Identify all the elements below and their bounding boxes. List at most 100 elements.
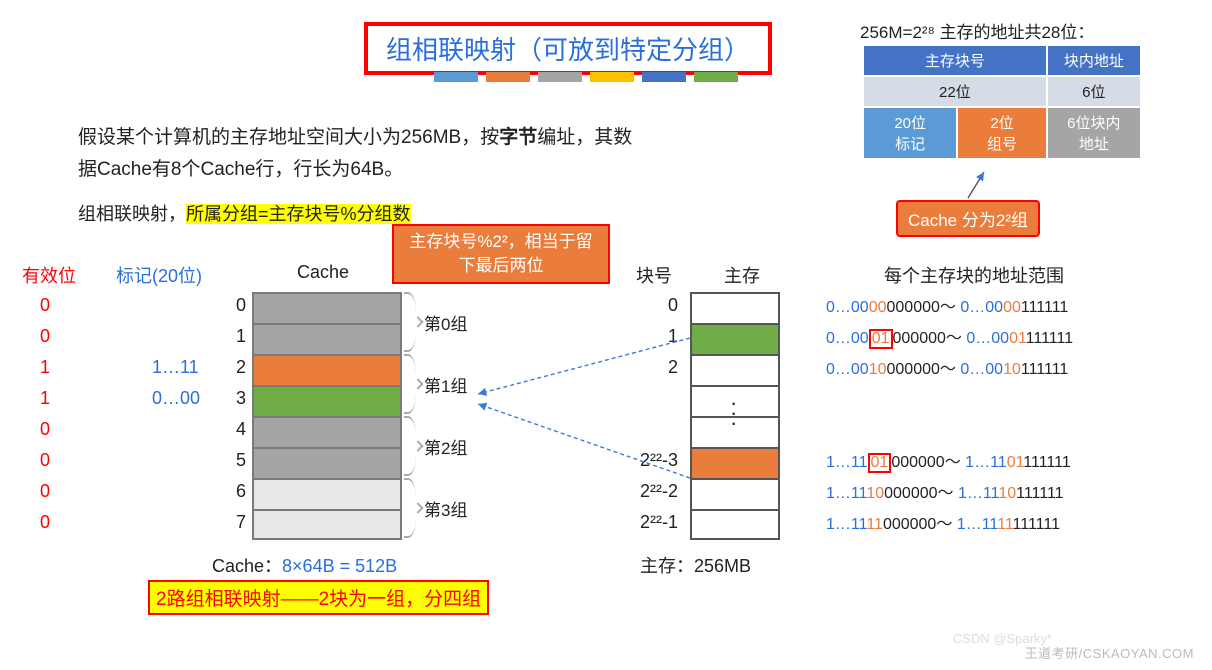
hdr-block: 主存块号: [863, 45, 1047, 76]
tag-col-cell: [152, 445, 200, 476]
tag-col-cell: [152, 507, 200, 538]
cache-cell: [252, 447, 402, 478]
hdr-offset: 块内地址: [1047, 45, 1141, 76]
cell-offset: 6位块内 地址: [1047, 107, 1141, 159]
addr-ranges-bottom: 1…1101000000～ 1…11011111111…1110000000～ …: [826, 447, 1071, 540]
brace: [404, 354, 416, 414]
idx-col-cell: 4: [228, 414, 246, 445]
address-table: 主存块号块内地址 22位6位 20位 标记 2位 组号 6位块内 地址: [862, 44, 1142, 160]
cache-size: Cache：8×64B = 512B: [212, 552, 397, 578]
mem-cell: [690, 509, 780, 540]
cache-cell: [252, 292, 402, 323]
valid-col-cell: 1: [40, 383, 50, 414]
valid-col-cell: 0: [40, 290, 50, 321]
problem-text: 假设某个计算机的主存地址空间大小为256MB，按字节编址，其数据Cache有8个…: [78, 122, 638, 187]
idx-col-cell: 1: [228, 321, 246, 352]
cs-v: 8×64B = 512B: [282, 556, 397, 576]
top-info: 256M=2²⁸ 主存的地址共28位：: [860, 18, 1094, 43]
addr-line: 1…1111000000～ 1…1111111111: [826, 509, 1071, 540]
formula-line: 组相联映射，所属分组=主存块号%分组数: [78, 200, 411, 226]
valid-col-cell: 0: [40, 445, 50, 476]
hdr-range: 每个主存块的地址范围: [884, 262, 1064, 288]
row-22: 22位: [863, 76, 1047, 107]
footer: 王道考研/CSKAOYAN.COM: [1025, 643, 1194, 662]
idx-col-cell: 2: [228, 352, 246, 383]
valid-col: 00110000: [40, 290, 50, 538]
idx-col-cell: 7: [228, 507, 246, 538]
memlbl-col-cell: 1: [622, 321, 678, 352]
valid-col-cell: 0: [40, 414, 50, 445]
p-bold: 字节: [499, 127, 537, 148]
row-6: 6位: [1047, 76, 1141, 107]
addr-ranges-top: 0…0000000000～ 0…00001111110…0001000000～ …: [826, 292, 1073, 385]
memlbl-col-cell: 2²²-1: [622, 507, 678, 538]
valid-col-cell: 0: [40, 507, 50, 538]
hdr-valid: 有效位: [22, 262, 76, 288]
idx-col-cell: 5: [228, 445, 246, 476]
strip-seg: [590, 72, 634, 82]
hdr-cache: Cache: [297, 262, 349, 283]
memlbl-col-cell: 2²²-3: [622, 445, 678, 476]
cache-cell: [252, 385, 402, 416]
mem-cell: [690, 447, 780, 478]
hdr-blk: 块号: [636, 262, 672, 288]
mem-cell: [690, 292, 780, 323]
title-box: 组相联映射（可放到特定分组）: [364, 22, 772, 75]
group-label: 第2组: [424, 434, 467, 459]
f-pre: 组相联映射，: [78, 204, 186, 224]
group-label: 第1组: [424, 372, 467, 397]
cache-cell: [252, 416, 402, 447]
addr-line: 1…1110000000～ 1…1110111111: [826, 478, 1071, 509]
cache-groups-tag: Cache 分为2²组: [896, 200, 1040, 237]
valid-col-cell: 0: [40, 321, 50, 352]
mem-cell: [690, 323, 780, 354]
mem-cell: [690, 478, 780, 509]
memlbl-col-cell: [622, 414, 678, 445]
cache-col: [252, 292, 402, 540]
strip-seg: [538, 72, 582, 82]
idx-col-cell: 3: [228, 383, 246, 414]
cache-cell: [252, 478, 402, 509]
addr-line: 0…0001000000～ 0…0001111111: [826, 323, 1073, 354]
addr-line: 0…0000000000～ 0…0000111111: [826, 292, 1073, 323]
addr-line: 1…1101000000～ 1…1101111111: [826, 447, 1071, 478]
f-hl: 所属分组=主存块号%分组数: [186, 204, 411, 224]
memlbl-col-cell: [622, 383, 678, 414]
idx-col-cell: 0: [228, 290, 246, 321]
idx-col: 01234567: [228, 290, 246, 538]
bottom-hl: 2路组相联映射——2块为一组，分四组: [148, 580, 489, 615]
idx-col-cell: 6: [228, 476, 246, 507]
cs-l: Cache：: [212, 556, 282, 576]
tag-col-cell: [152, 290, 200, 321]
cell-tag: 20位 标记: [863, 107, 957, 159]
memlbl-col-cell: 0: [622, 290, 678, 321]
tag-col-cell: [152, 414, 200, 445]
hdr-tag: 标记(20位): [116, 262, 202, 288]
group-label: 第0组: [424, 310, 467, 335]
memlbl-col-cell: 2²²-2: [622, 476, 678, 507]
tag-col-cell: 0…00: [152, 383, 200, 414]
brace: [404, 292, 416, 352]
tag-col-cell: [152, 321, 200, 352]
note-box: 主存块号%2²，相当于留下最后两位: [392, 224, 610, 284]
cell-group: 2位 组号: [957, 107, 1046, 159]
valid-col-cell: 1: [40, 352, 50, 383]
strip-seg: [694, 72, 738, 82]
p1: 假设某个计算机的主存地址空间大小为256MB，按: [78, 127, 499, 148]
cache-cell: [252, 509, 402, 540]
brace: [404, 416, 416, 476]
strip-seg: [434, 72, 478, 82]
cache-cell: [252, 323, 402, 354]
mem-size: 主存：256MB: [640, 552, 751, 578]
hdr-mem: 主存: [724, 262, 760, 288]
memlbl-col: 012 2²²-32²²-22²²-1: [622, 290, 678, 538]
addr-line: 0…0010000000～ 0…0010111111: [826, 354, 1073, 385]
vdots: ···: [730, 398, 737, 428]
mem-cell: [690, 354, 780, 385]
tag-col: 1…110…00: [152, 290, 200, 538]
memlbl-col-cell: 2: [622, 352, 678, 383]
valid-col-cell: 0: [40, 476, 50, 507]
tag-col-cell: 1…11: [152, 352, 200, 383]
cache-cell: [252, 354, 402, 385]
brace: [404, 478, 416, 538]
